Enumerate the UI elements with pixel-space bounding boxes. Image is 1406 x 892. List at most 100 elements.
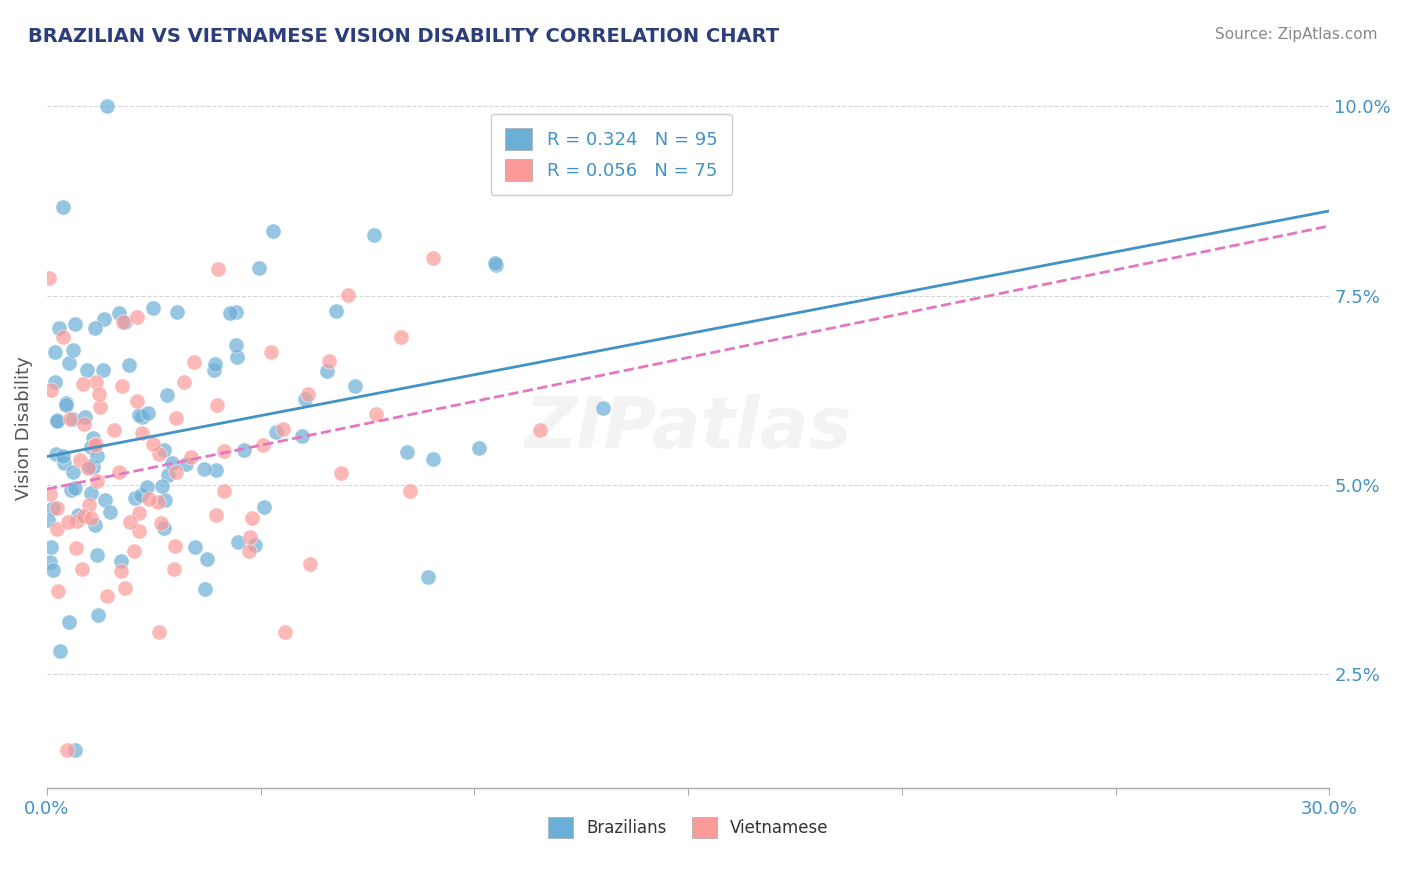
Point [66, 514, 89, 528]
Point [157, 468, 180, 483]
Point [150, 516, 173, 530]
Point [56, 515, 79, 529]
Point [52, 457, 75, 471]
Point [291, 429, 314, 443]
Point [38, 555, 60, 569]
Legend: Brazilians, Vietnamese: Brazilians, Vietnamese [541, 811, 835, 844]
Point [343, 379, 366, 393]
Point [77, 498, 100, 512]
Point [529, 423, 551, 437]
Point [592, 401, 614, 415]
Point [294, 392, 316, 407]
Point [238, 543, 260, 558]
Point [422, 452, 444, 467]
Point [183, 541, 205, 555]
Point [93, 363, 115, 377]
Point [58, 615, 80, 629]
Point [194, 582, 217, 596]
Point [325, 303, 347, 318]
Point [183, 355, 205, 369]
Point [207, 262, 229, 277]
Point [129, 488, 152, 502]
Point [110, 564, 132, 578]
Point [65, 541, 87, 555]
Point [152, 521, 174, 535]
Point [160, 456, 183, 470]
Point [142, 436, 165, 450]
Point [195, 552, 218, 566]
Point [70, 562, 93, 576]
Point [315, 364, 337, 378]
Point [329, 467, 352, 481]
Point [76, 363, 98, 377]
Point [252, 500, 274, 514]
Point [225, 350, 247, 364]
Point [204, 357, 226, 371]
Point [45, 413, 67, 427]
Point [108, 306, 131, 320]
Point [485, 258, 508, 272]
Point [38, 271, 60, 285]
Point [66, 508, 89, 522]
Point [82, 460, 104, 475]
Point [89, 400, 111, 414]
Point [80, 486, 103, 500]
Point [205, 508, 228, 523]
Point [225, 338, 247, 352]
Point [274, 625, 297, 640]
Point [84, 375, 107, 389]
Point [240, 511, 263, 525]
Point [127, 310, 149, 324]
Point [52, 330, 75, 344]
Point [83, 321, 105, 335]
Point [75, 410, 97, 425]
Point [65, 743, 87, 757]
Point [395, 445, 418, 459]
Point [86, 549, 108, 563]
Point [202, 363, 225, 377]
Point [80, 441, 103, 455]
Point [73, 509, 96, 524]
Point [42, 563, 65, 577]
Point [389, 329, 412, 343]
Point [205, 398, 228, 412]
Point [271, 422, 294, 436]
Point [262, 224, 284, 238]
Point [153, 492, 176, 507]
Point [128, 506, 150, 520]
Point [297, 387, 319, 401]
Point [84, 436, 107, 450]
Point [55, 743, 77, 757]
Point [96, 99, 118, 113]
Point [264, 425, 287, 440]
Point [83, 438, 105, 452]
Point [150, 479, 173, 493]
Point [243, 538, 266, 552]
Point [214, 483, 236, 498]
Point [46, 583, 69, 598]
Point [86, 449, 108, 463]
Point [165, 411, 187, 425]
Point [87, 387, 110, 401]
Point [173, 376, 195, 390]
Point [42, 500, 65, 515]
Point [55, 398, 77, 412]
Point [399, 483, 422, 498]
Point [247, 260, 270, 275]
Point [153, 443, 176, 458]
Point [128, 408, 150, 422]
Point [131, 426, 153, 441]
Point [148, 624, 170, 639]
Point [219, 306, 242, 320]
Point [148, 447, 170, 461]
Point [363, 227, 385, 242]
Point [128, 524, 150, 538]
Text: Source: ZipAtlas.com: Source: ZipAtlas.com [1215, 27, 1378, 42]
Point [49, 644, 72, 658]
Point [114, 315, 136, 329]
Point [138, 492, 160, 507]
Point [122, 544, 145, 558]
Point [138, 406, 160, 420]
Point [96, 589, 118, 603]
Point [46, 501, 69, 516]
